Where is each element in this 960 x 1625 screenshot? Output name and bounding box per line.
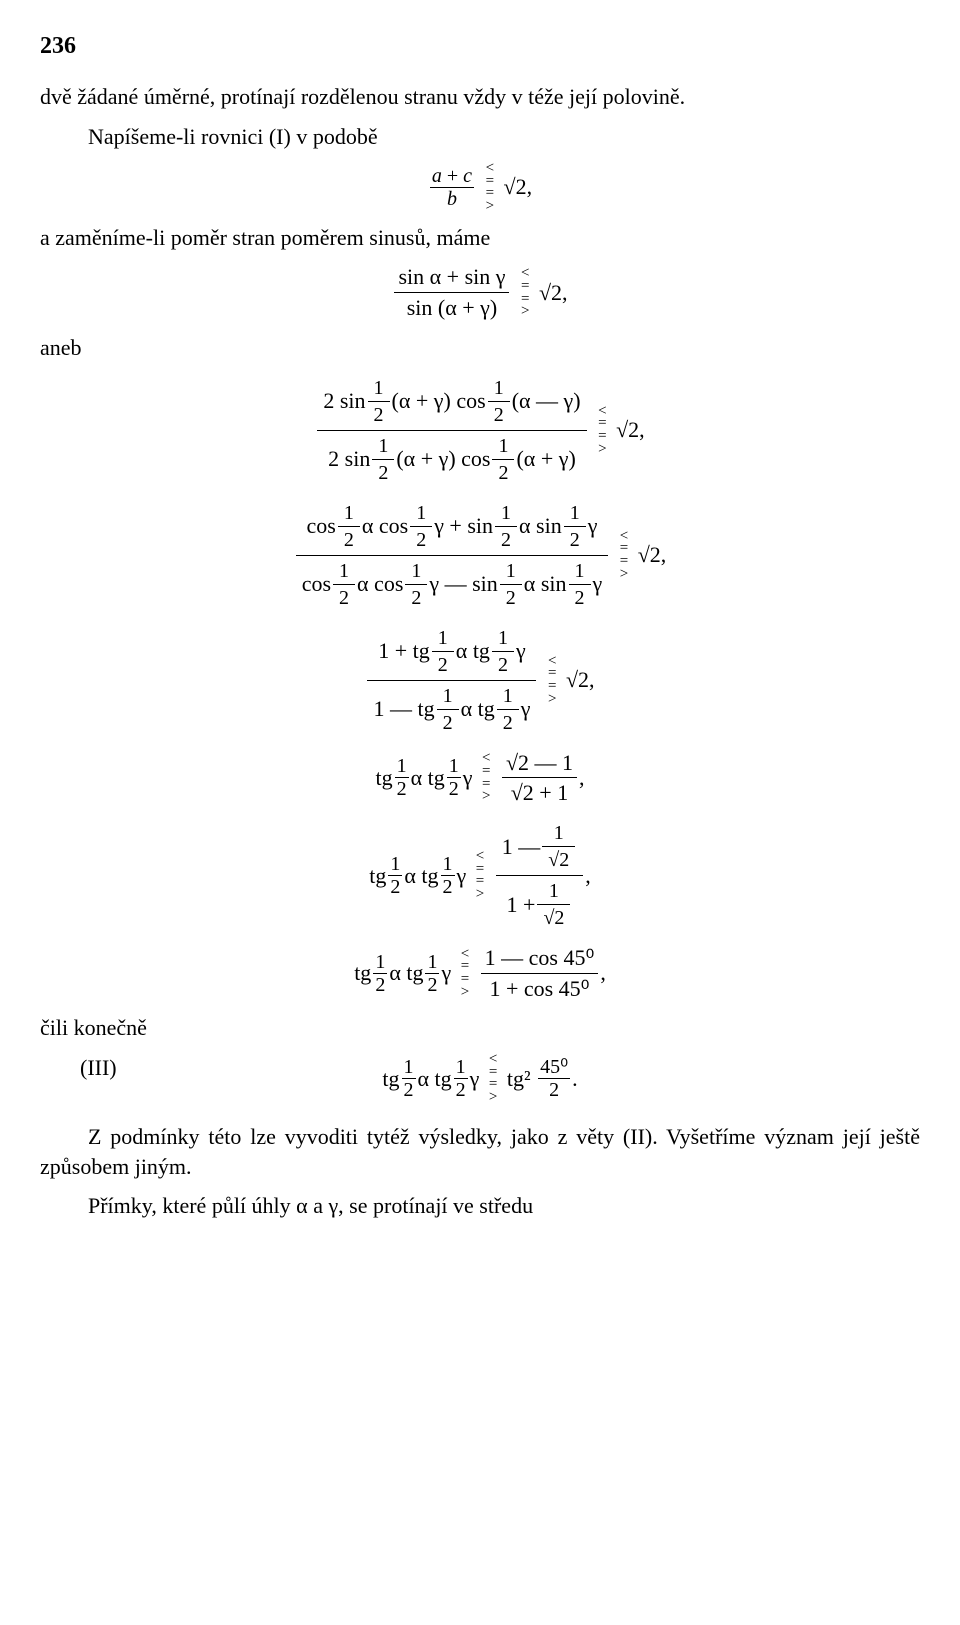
paragraph-1: dvě žádané úměrné, protínají rozdělenou … [40,82,920,112]
paragraph-3: a zaměníme-li poměr stran poměrem sinusů… [40,223,920,253]
cili-label: čili konečně [40,1013,920,1043]
equation-5: 1 + tg 12 α tg 12 γ 1 — tg 12 α tg 12 γ … [40,623,920,738]
leq-stack-icon: <==> [598,405,606,456]
equation-6: tg 12 α tg 12 γ <==> √2 — 1√2 + 1, [40,748,920,808]
leq-stack-icon: <==> [489,1053,497,1104]
paragraph-5: Přímky, které půlí úhly α a γ, se protín… [40,1191,920,1221]
paragraph-2: Napíšeme-li rovnici (I) v podobě [40,122,920,152]
equation-2: sin α + sin γ sin (α + γ) <==> √2, [40,262,920,322]
leq-stack-icon: <==> [476,850,484,901]
paragraph-4: Z podmínky této lze vyvoditi tytéž výsle… [40,1122,920,1181]
leq-stack-icon: <==> [482,752,490,803]
equation-3: 2 sin 12 (α + γ) cos 12 (α — γ) 2 sin 12… [40,373,920,488]
leq-stack-icon: <==> [461,948,469,999]
equation-8: tg 12 α tg 12 γ <==> 1 — cos 45⁰1 + cos … [40,943,920,1003]
leq-stack-icon: <==> [548,655,556,706]
leq-stack-icon: <==> [620,530,628,581]
leq-stack-icon: <==> [521,267,529,318]
equation-4: cos 12 α cos 12 γ + sin 12 α sin 12 γ co… [40,498,920,613]
equation-9: tg 12 α tg 12 γ <==> tg² 45⁰2 . [40,1053,920,1104]
equation-1: a + c b <==> √2, [40,162,920,213]
page-number: 236 [40,30,920,62]
aneb-label: aneb [40,333,920,363]
equation-label-3: (III) [80,1053,117,1083]
leq-stack-icon: <==> [486,162,494,213]
equation-7: tg 12 α tg 12 γ <==> 1 — 1√2 1 + 1√2 , [40,818,920,933]
